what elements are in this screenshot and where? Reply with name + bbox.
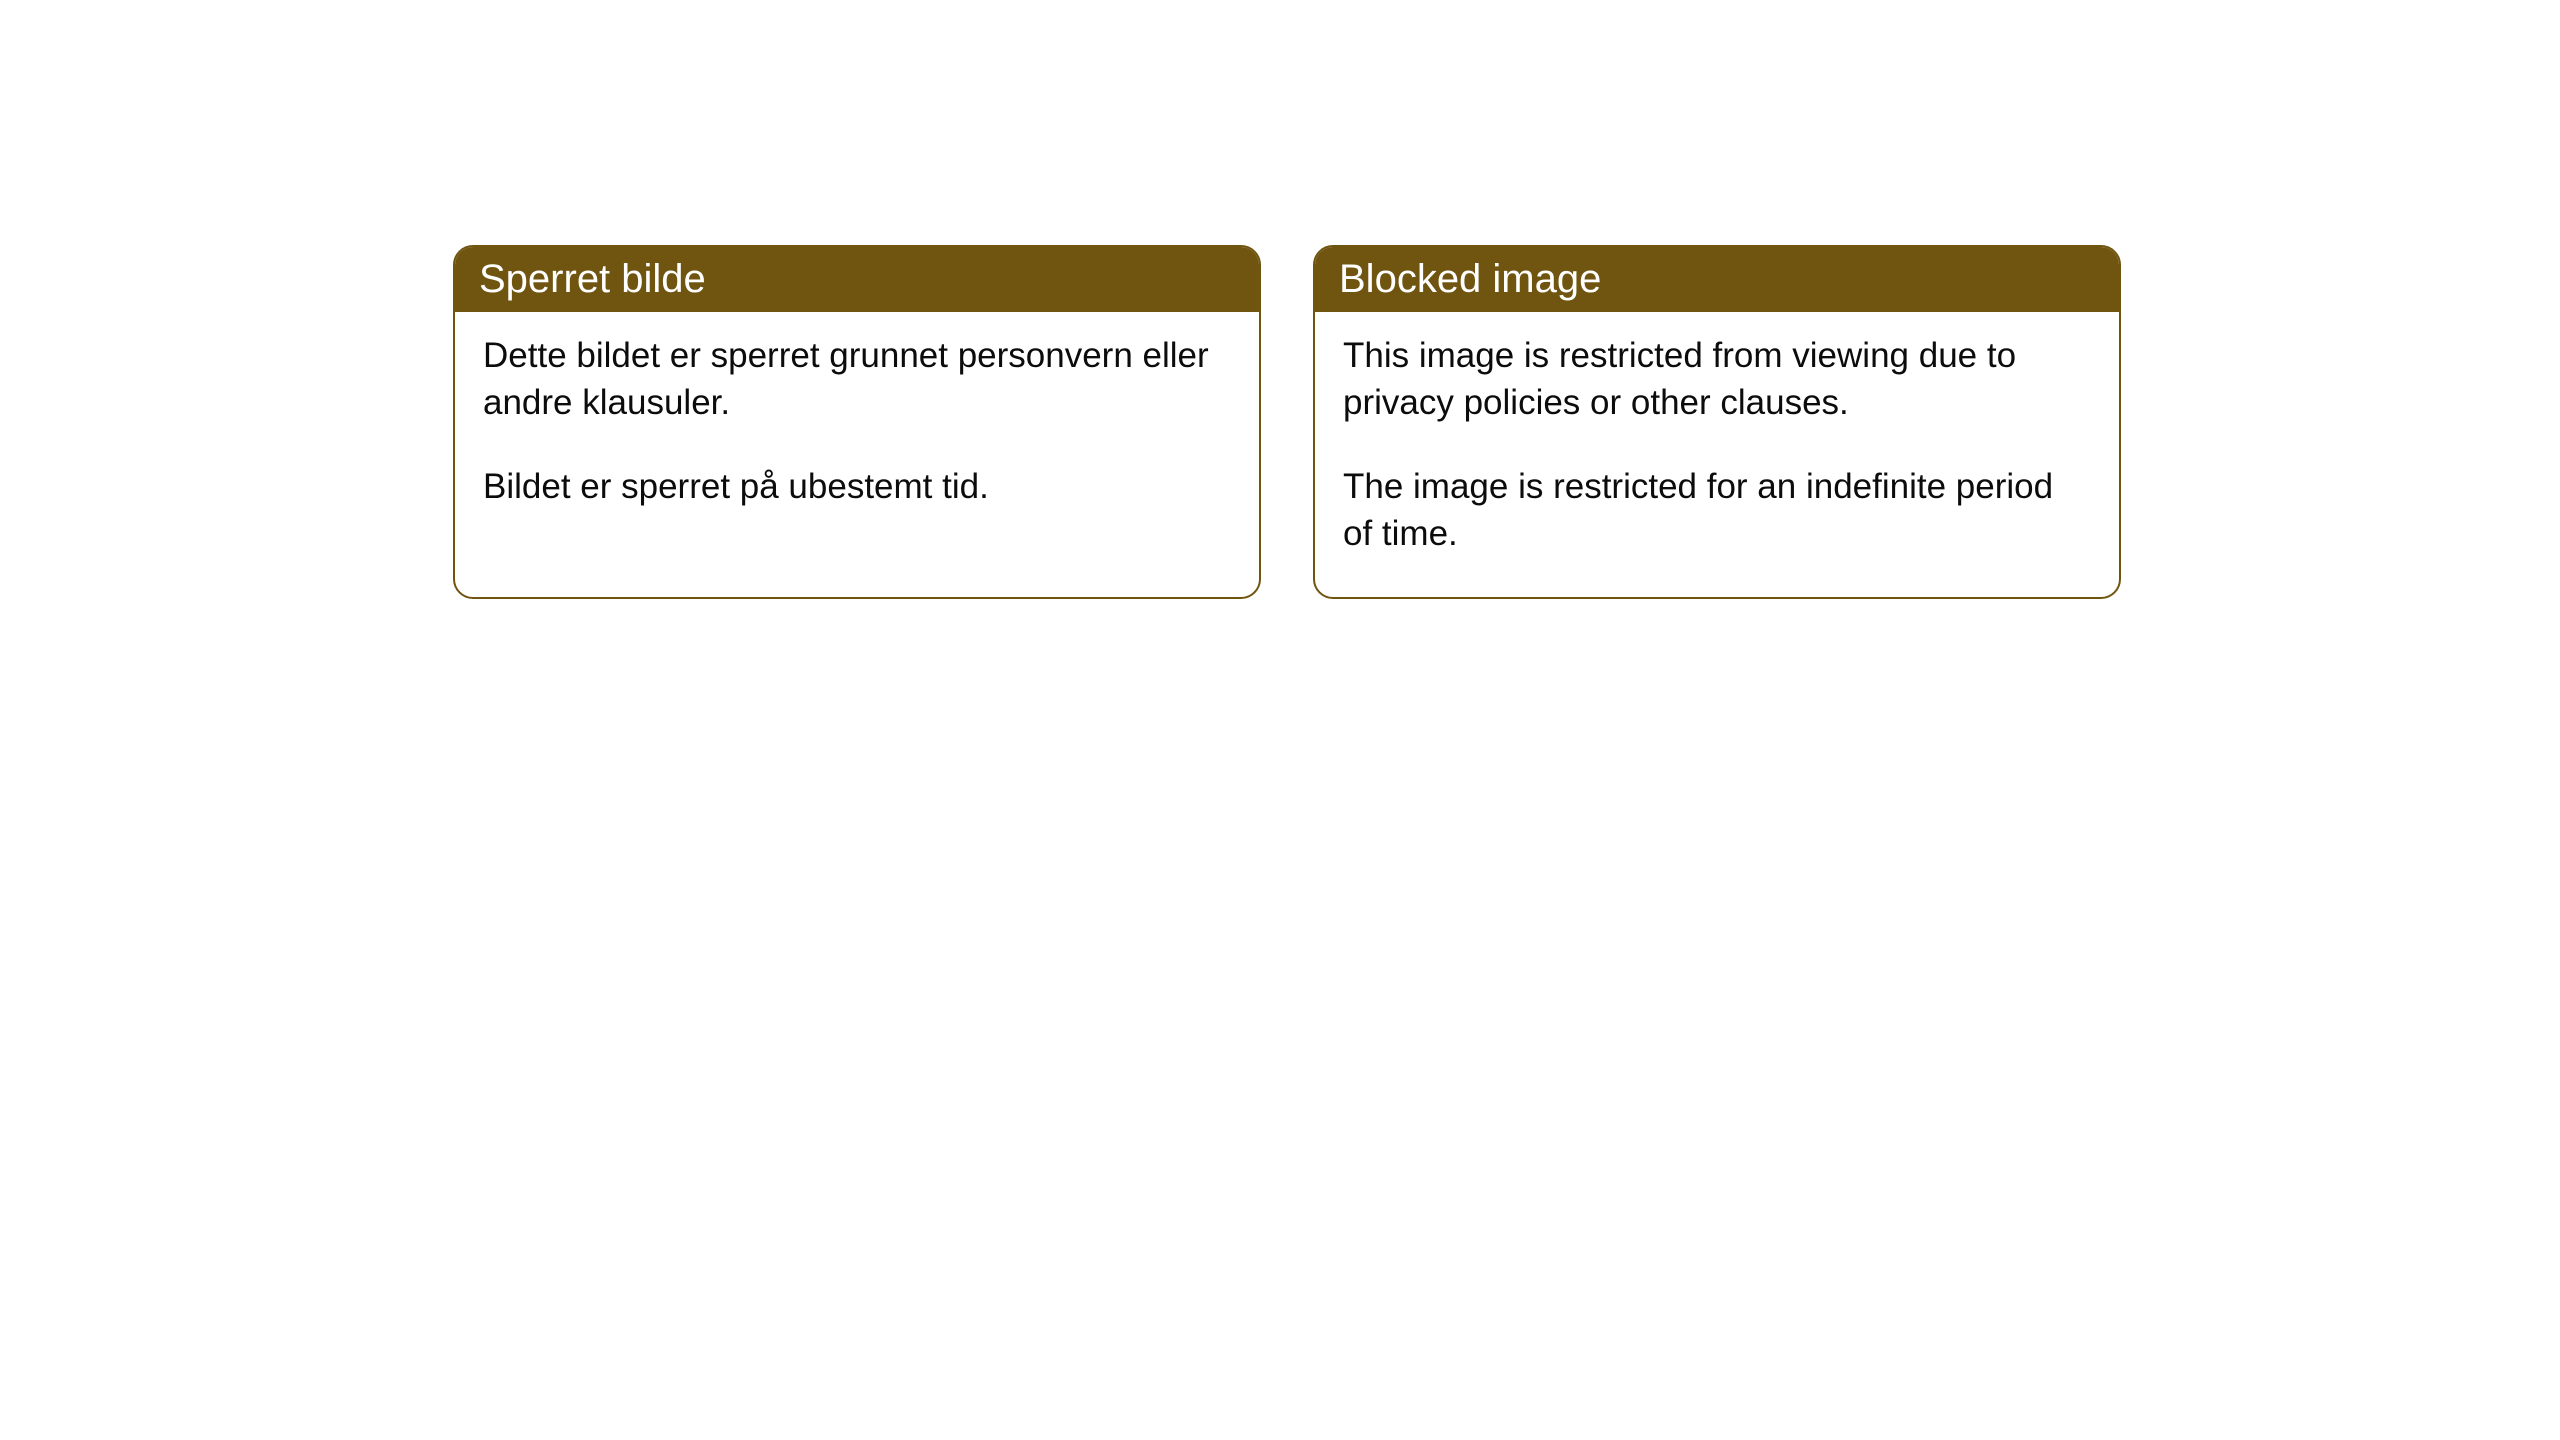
card-body: This image is restricted from viewing du… xyxy=(1315,312,2119,597)
card-paragraph: Dette bildet er sperret grunnet personve… xyxy=(483,332,1231,427)
card-title: Sperret bilde xyxy=(479,257,706,301)
card-body: Dette bildet er sperret grunnet personve… xyxy=(455,312,1259,550)
card-paragraph: Bildet er sperret på ubestemt tid. xyxy=(483,463,1231,510)
card-paragraph: This image is restricted from viewing du… xyxy=(1343,332,2091,427)
notice-cards-container: Sperret bilde Dette bildet er sperret gr… xyxy=(453,245,2121,599)
card-header: Blocked image xyxy=(1315,247,2119,312)
blocked-image-card-no: Sperret bilde Dette bildet er sperret gr… xyxy=(453,245,1261,599)
blocked-image-card-en: Blocked image This image is restricted f… xyxy=(1313,245,2121,599)
card-header: Sperret bilde xyxy=(455,247,1259,312)
card-title: Blocked image xyxy=(1339,257,1601,301)
card-paragraph: The image is restricted for an indefinit… xyxy=(1343,463,2091,558)
